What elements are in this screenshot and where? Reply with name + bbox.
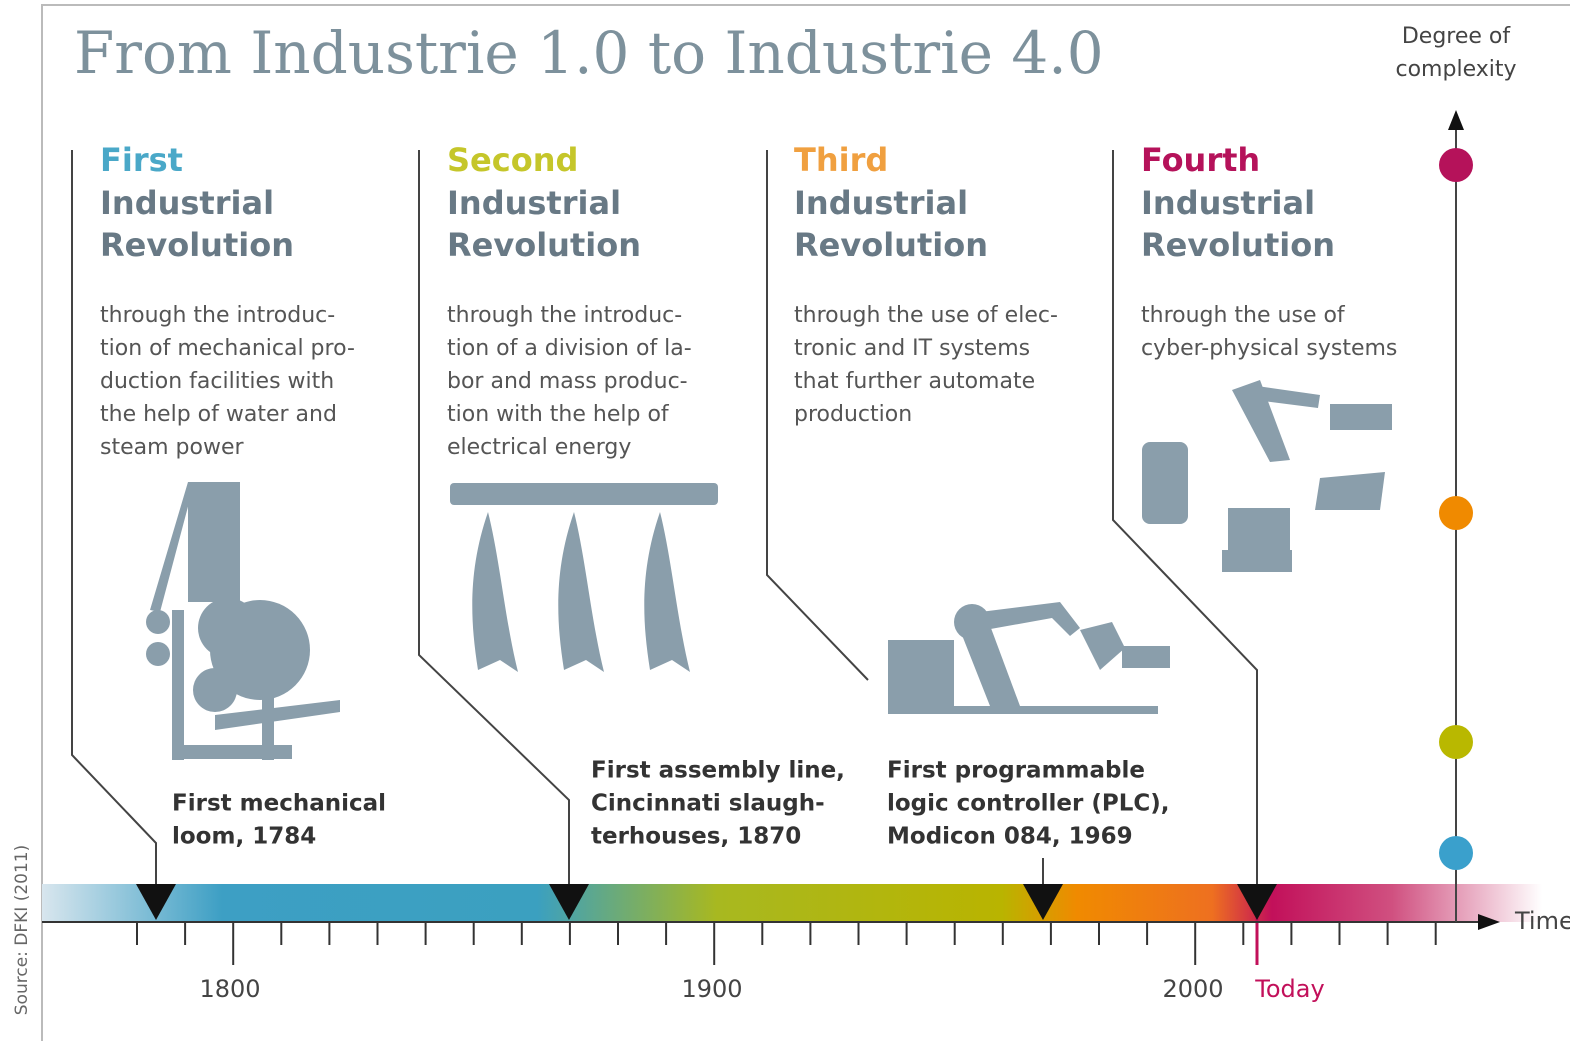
revolution-description: steam power: [100, 435, 244, 460]
revolution-description: tion with the help of: [447, 402, 670, 427]
revolution-description: through the use of: [1141, 303, 1346, 328]
revolution-description: duction facilities with: [100, 369, 334, 394]
revolution-description: bor and mass produc-: [447, 369, 688, 394]
revolution-description: production: [794, 402, 912, 427]
time-labels: 1800 1900 2000 Today: [199, 975, 1324, 1003]
revolution-heading: Revolution: [794, 226, 988, 264]
revolutions: First Industrial Revolution through the int…: [100, 141, 1397, 850]
revolution-heading: Industrial: [447, 184, 621, 222]
today-label: Today: [1254, 975, 1324, 1003]
revolution-description: through the introduc-: [447, 303, 682, 328]
milestone-label: First mechanical: [172, 791, 386, 817]
milestone-label: terhouses, 1870: [591, 824, 801, 850]
revolution-description: electrical energy: [447, 435, 631, 460]
level-dot: [1439, 836, 1473, 870]
infographic: From Industrie 1.0 to Industrie 4.0 Sour…: [0, 0, 1570, 1041]
x-axis-label: Time: [1514, 907, 1570, 935]
milestone-label: logic controller (PLC),: [887, 791, 1170, 817]
milestone-label: First programmable: [887, 758, 1145, 784]
timeline-bar: [42, 884, 1542, 922]
title: From Industrie 1.0 to Industrie 4.0: [74, 19, 1104, 87]
milestone-label: Modicon 084, 1969: [887, 824, 1133, 850]
revolution-heading: Industrial: [794, 184, 968, 222]
plc-robot-icon: [888, 602, 1170, 714]
cps-icon: [1142, 380, 1392, 572]
revolution-ordinal: Fourth: [1141, 141, 1260, 179]
year-label: 1900: [681, 975, 742, 1003]
revolution-heading: Revolution: [1141, 226, 1335, 264]
milestone-label: loom, 1784: [172, 824, 316, 850]
revolution-heading: Revolution: [447, 226, 641, 264]
revolution-description: tion of a division of la-: [447, 336, 692, 361]
level-dot: [1439, 496, 1473, 530]
milestone-label: First assembly line,: [591, 758, 845, 784]
revolution-description: tion of mechanical pro-: [100, 336, 355, 361]
year-label: 2000: [1162, 975, 1223, 1003]
revolution-description: tronic and IT systems: [794, 336, 1030, 361]
y-axis-label: complexity: [1396, 57, 1517, 82]
revolution-heading: Industrial: [1141, 184, 1315, 222]
loom-icon: [146, 482, 340, 760]
assembly-line-icon: [450, 483, 718, 672]
revolution-heading: Industrial: [100, 184, 274, 222]
source: Source: DFKI (2011): [12, 845, 32, 1015]
revolution-heading: Revolution: [100, 226, 294, 264]
revolution-description: that further automate: [794, 369, 1035, 394]
y-axis-label: Degree of: [1402, 24, 1512, 49]
year-label: 1800: [199, 975, 260, 1003]
level-dot: [1439, 725, 1473, 759]
complexity-arrow: [1448, 110, 1464, 130]
revolution-description: through the introduc-: [100, 303, 335, 328]
revolution-ordinal: Third: [794, 141, 888, 179]
revolution-description: cyber-physical systems: [1141, 336, 1397, 361]
level-dot: [1439, 148, 1473, 182]
revolution-description: the help of water and: [100, 402, 337, 427]
revolution-ordinal: First: [100, 141, 183, 179]
revolution-ordinal: Second: [447, 141, 578, 179]
time-ticks: [137, 922, 1436, 965]
revolution-description: through the use of elec-: [794, 303, 1058, 328]
milestone-label: Cincinnati slaugh-: [591, 791, 825, 817]
